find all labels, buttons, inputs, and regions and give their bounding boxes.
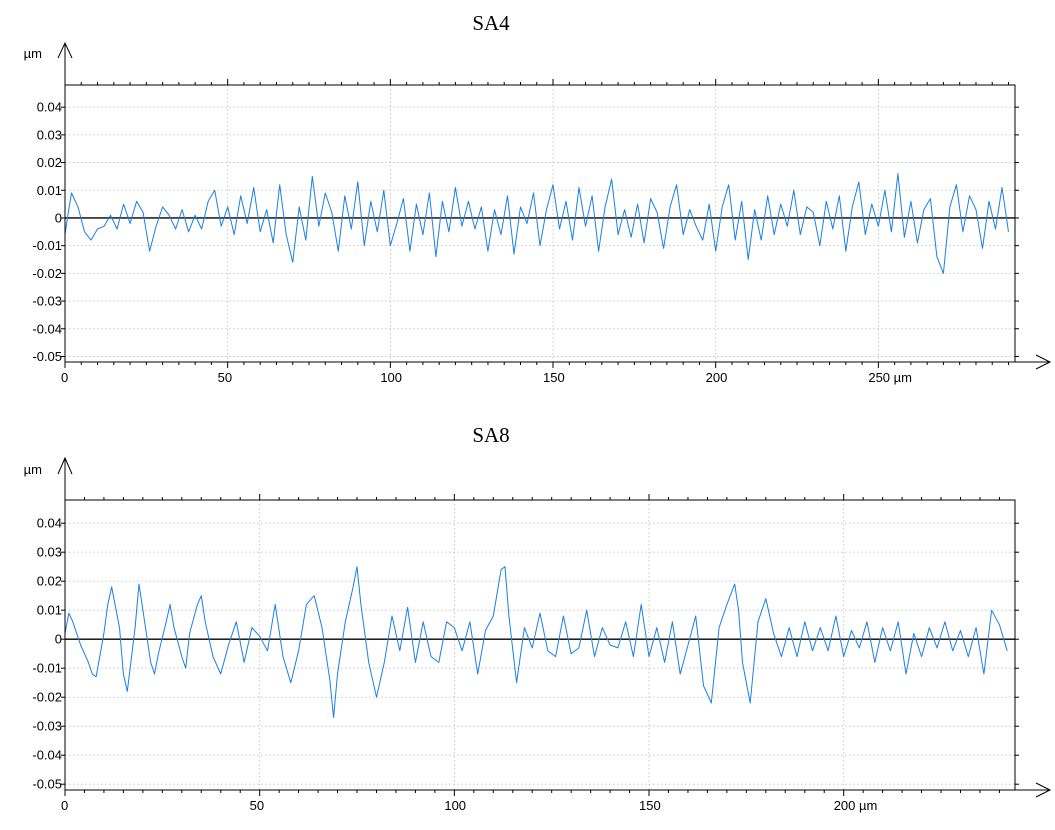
- y-tick-label: -0.01: [32, 661, 62, 676]
- chart-sa4: SA4 µm 0.04 0.03 0.02 0.01 0 -0.01 -0.02 -0.03 -…: [24, 11, 1052, 385]
- y-tick-label: 0: [55, 210, 62, 225]
- y-tick-label: 0.04: [37, 516, 62, 531]
- y-tick-label: -0.02: [32, 690, 62, 705]
- x-tick-label: 50: [218, 370, 232, 385]
- x-tick-label: 100: [444, 798, 466, 813]
- tick-marks: [61, 79, 1019, 368]
- chart-sa8: SA8 µm 0.04 0.03 0.02 0.01 0 -0.01 -0.02 -0.03 -…: [24, 423, 1052, 813]
- x-axis-arrow: [1015, 782, 1052, 798]
- x-tick-label: 150: [543, 370, 565, 385]
- y-axis-arrow: [57, 456, 73, 497]
- y-unit-label: µm: [24, 46, 42, 61]
- x-tick-label: 0: [61, 370, 68, 385]
- grid-lines: [65, 500, 1015, 790]
- y-unit-label: µm: [24, 462, 42, 477]
- y-tick-label: -0.05: [32, 777, 62, 792]
- y-axis-arrow: [57, 41, 73, 81]
- series-line: [64, 173, 1009, 274]
- y-tick-label: 0.01: [37, 603, 62, 618]
- x-tick-label: 200: [706, 370, 728, 385]
- x-tick-labels: 0 50 100 150 200 µm: [61, 798, 877, 813]
- x-tick-label: 50: [250, 798, 264, 813]
- chart-title: SA8: [472, 423, 509, 447]
- plot-frame: [64, 84, 1016, 363]
- y-tick-label: 0.04: [37, 100, 62, 115]
- chart-title: SA4: [472, 11, 510, 35]
- y-tick-label: 0: [55, 632, 62, 647]
- x-tick-label: 100: [380, 370, 402, 385]
- y-tick-label: -0.03: [32, 719, 62, 734]
- y-tick-label: -0.05: [32, 349, 62, 364]
- y-tick-label: -0.03: [32, 294, 62, 309]
- y-tick-label: 0.02: [37, 574, 62, 589]
- plot-frame: [64, 499, 1016, 791]
- x-tick-label: 200 µm: [834, 798, 878, 813]
- series-line: [64, 566, 1008, 718]
- y-tick-label: 0.02: [37, 155, 62, 170]
- y-tick-labels: 0.04 0.03 0.02 0.01 0 -0.01 -0.02 -0.03 -0.04 -0.…: [32, 516, 62, 792]
- y-tick-labels: 0.04 0.03 0.02 0.01 0 -0.01 -0.02 -0.03 -0.04 -0.…: [32, 100, 62, 364]
- x-axis-arrow: [1015, 354, 1052, 370]
- y-tick-label: 0.01: [37, 183, 62, 198]
- tick-marks: [61, 494, 1019, 796]
- y-tick-label: 0.03: [37, 545, 62, 560]
- x-tick-label: 150: [639, 798, 661, 813]
- x-tick-labels: 0 50 100 150 200 250 µm: [61, 370, 912, 385]
- y-tick-label: -0.02: [32, 266, 62, 281]
- grid-lines: [65, 85, 1015, 362]
- x-tick-label: 0: [61, 798, 68, 813]
- y-tick-label: -0.04: [32, 321, 62, 336]
- y-tick-label: -0.04: [32, 748, 62, 763]
- y-tick-label: 0.03: [37, 127, 62, 142]
- x-tick-label: 250 µm: [868, 370, 912, 385]
- y-tick-label: -0.01: [32, 238, 62, 253]
